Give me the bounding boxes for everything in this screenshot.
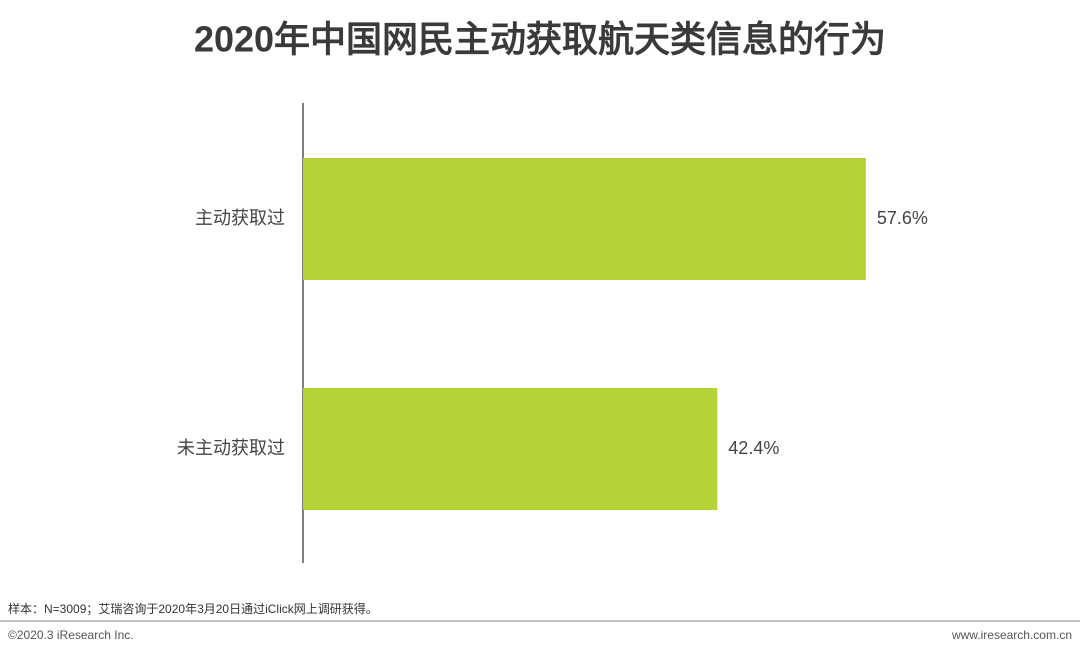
website: www.iresearch.com.cn [951, 628, 1072, 642]
bar [303, 388, 718, 510]
y-tick-label: 主动获取过 [195, 208, 285, 228]
y-tick-label: 未主动获取过 [177, 438, 285, 458]
chart-title: 2020年中国网民主动获取航天类信息的行为 [194, 19, 886, 60]
value-label: 42.4% [728, 438, 779, 458]
bar [303, 158, 866, 280]
value-label: 57.6% [877, 208, 928, 228]
source-note: 样本：N=3009；艾瑞咨询于2020年3月20日通过iClick网上调研获得。 [8, 601, 378, 616]
copyright: ©2020.3 iResearch Inc. [8, 628, 134, 642]
